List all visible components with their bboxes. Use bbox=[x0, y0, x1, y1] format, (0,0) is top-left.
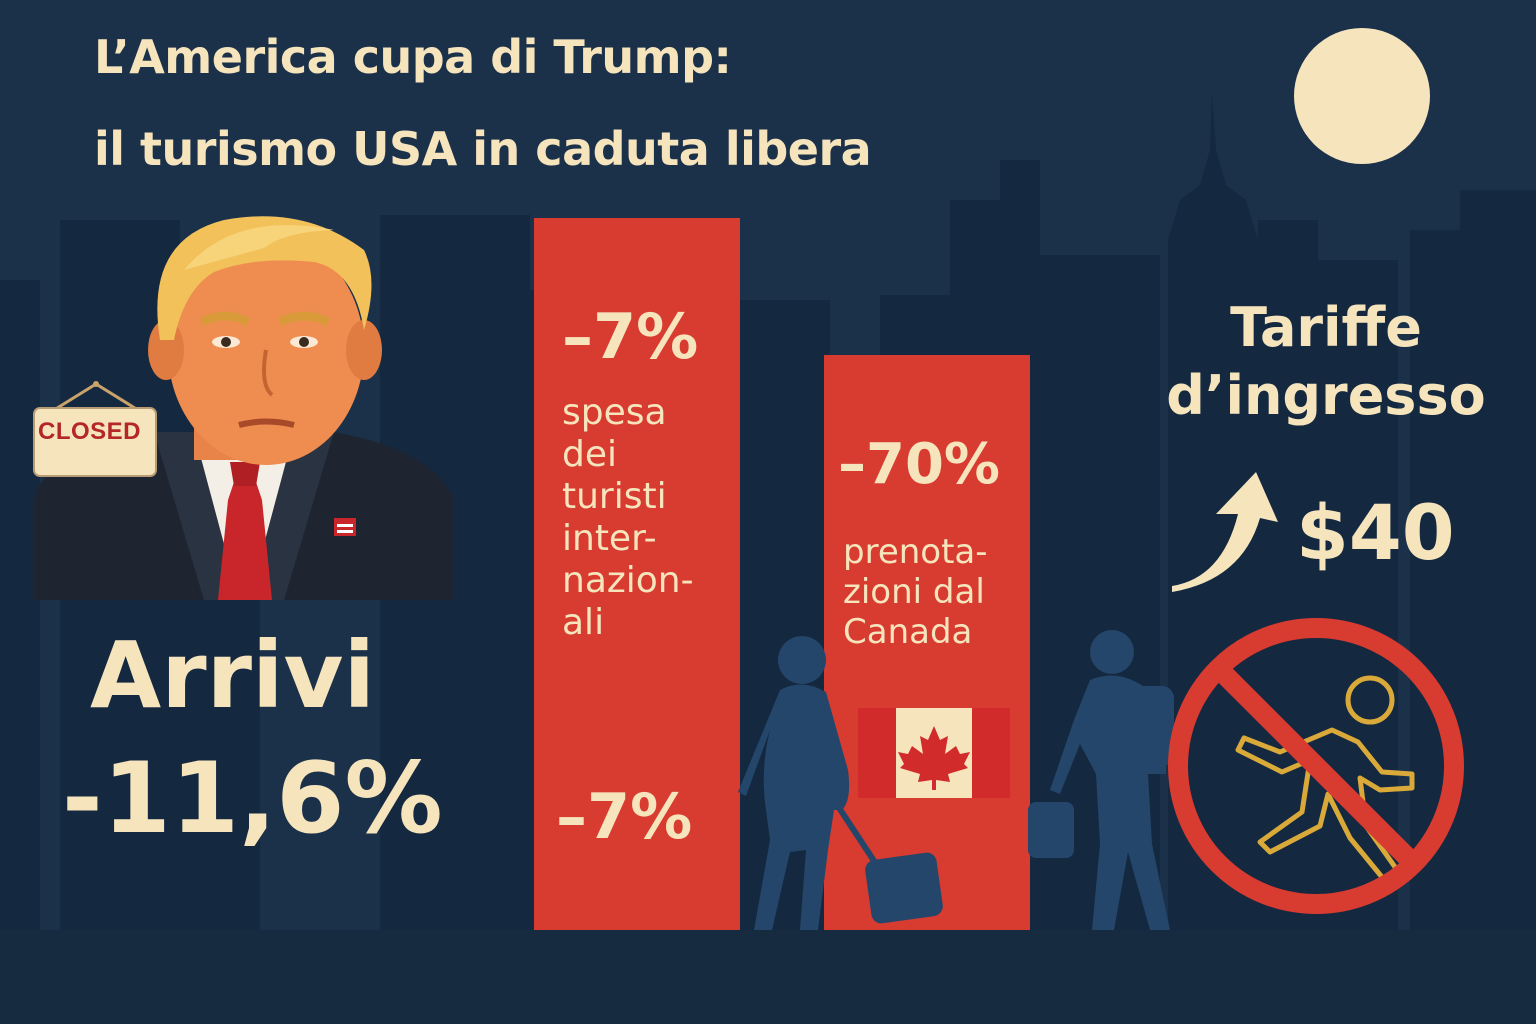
trend-up-arrow-icon bbox=[1172, 472, 1278, 592]
ground-strip bbox=[0, 930, 1536, 1024]
traveler-with-backpack-silhouette bbox=[1028, 630, 1174, 930]
canada-flag-icon bbox=[858, 708, 1010, 798]
traveler-with-suitcase-silhouette bbox=[738, 636, 943, 930]
spending-label: spesa dei turisti inter- nazion- ali bbox=[562, 392, 694, 643]
arrivals-value: -11,6% bbox=[62, 742, 443, 856]
closed-sign-text: CLOSED bbox=[38, 418, 142, 445]
spending-value-top: –7% bbox=[562, 300, 699, 373]
closed-sign-icon bbox=[33, 381, 157, 477]
spending-value-bottom: –7% bbox=[556, 780, 693, 853]
entry-fees-label: Tariffe d’ingresso bbox=[1166, 296, 1486, 427]
title-line-2: il turismo USA in caduta libera bbox=[94, 122, 872, 176]
spending-bar bbox=[534, 218, 740, 930]
canada-bookings-label: prenota- zioni dal Canada bbox=[843, 532, 988, 652]
no-entry-icon bbox=[1168, 618, 1464, 914]
moon-icon bbox=[1294, 28, 1430, 164]
canada-bookings-value: –70% bbox=[838, 432, 1001, 497]
entry-fees-value: $40 bbox=[1296, 488, 1455, 577]
title-line-1: L’America cupa di Trump: bbox=[94, 30, 732, 84]
arrivals-label: Arrivi bbox=[90, 622, 375, 729]
